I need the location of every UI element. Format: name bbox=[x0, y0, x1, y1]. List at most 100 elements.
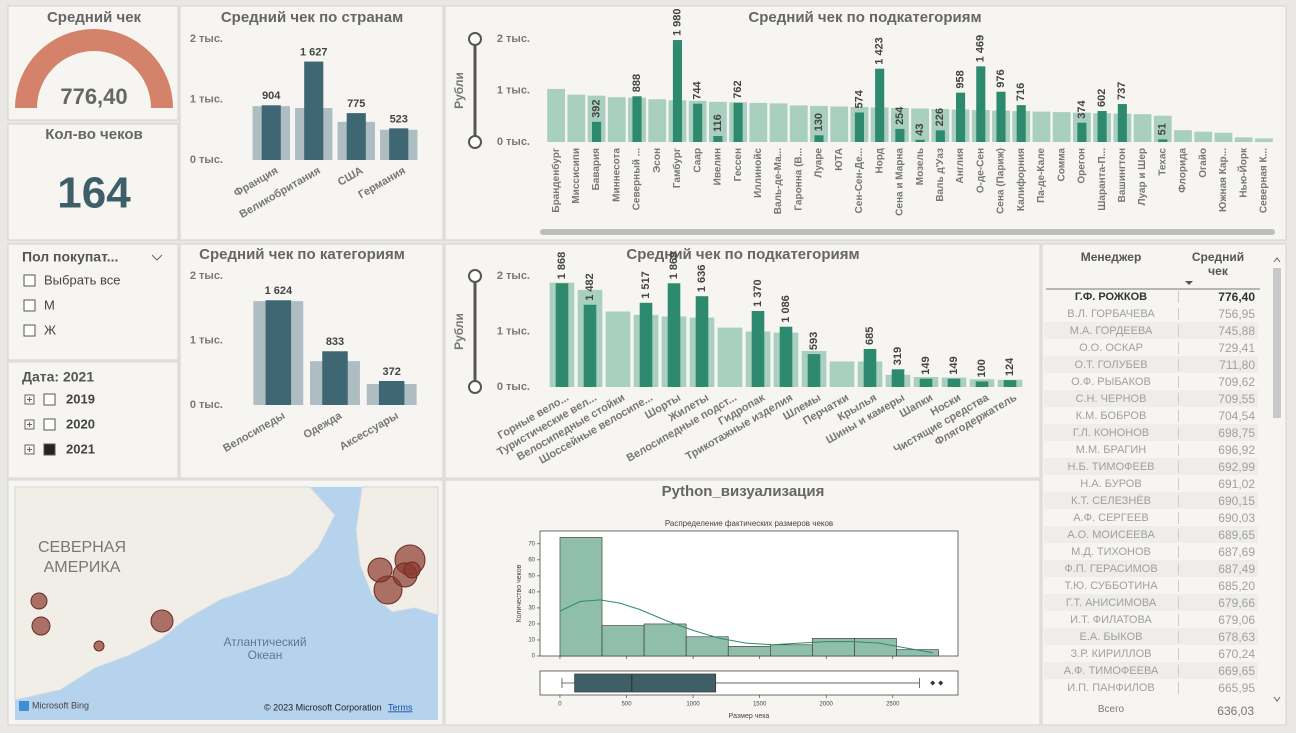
scrollbar[interactable] bbox=[1273, 268, 1281, 418]
bar[interactable] bbox=[769, 103, 788, 142]
bar[interactable] bbox=[1153, 115, 1172, 142]
bar[interactable] bbox=[1052, 112, 1071, 142]
sort-arrow[interactable] bbox=[1185, 281, 1193, 285]
bar[interactable] bbox=[1003, 380, 1017, 387]
bar[interactable] bbox=[567, 94, 586, 142]
bar[interactable] bbox=[639, 302, 653, 387]
bar[interactable] bbox=[789, 105, 808, 142]
table-row[interactable]: З.Р. КИРИЛЛОВ 670,24 bbox=[1044, 645, 1258, 662]
bar[interactable] bbox=[592, 121, 602, 142]
checkbox[interactable] bbox=[23, 274, 36, 287]
bar[interactable] bbox=[378, 381, 405, 405]
bar[interactable] bbox=[863, 348, 877, 387]
expand-icon[interactable] bbox=[24, 394, 35, 405]
bar[interactable] bbox=[1133, 114, 1152, 142]
slider-handle[interactable] bbox=[468, 135, 482, 149]
bar[interactable] bbox=[648, 99, 667, 142]
bar[interactable] bbox=[304, 61, 324, 161]
bar[interactable] bbox=[1097, 110, 1107, 142]
table-row[interactable]: М.М. БРАГИН 696,92 bbox=[1044, 441, 1258, 458]
checkbox[interactable] bbox=[43, 443, 56, 456]
bar[interactable] bbox=[911, 108, 930, 142]
expand-icon[interactable] bbox=[24, 444, 35, 455]
bar[interactable] bbox=[717, 327, 743, 387]
table-row[interactable]: Г.Т. АНИСИМОВА 679,66 bbox=[1044, 594, 1258, 611]
slider-handle[interactable] bbox=[468, 380, 482, 394]
table-row[interactable]: О.Ф. РЫБАКОВ 709,62 bbox=[1044, 373, 1258, 390]
slider-handle[interactable] bbox=[468, 32, 482, 46]
checkbox[interactable] bbox=[43, 393, 56, 406]
bar[interactable] bbox=[976, 66, 986, 142]
table-row[interactable]: Е.А. БЫКОВ 678,63 bbox=[1044, 628, 1258, 645]
expand-icon[interactable] bbox=[24, 419, 35, 430]
bar[interactable] bbox=[829, 361, 855, 387]
bar[interactable] bbox=[875, 68, 885, 142]
table-row[interactable]: С.Н. ЧЕРНОВ 709,55 bbox=[1044, 390, 1258, 407]
bar[interactable] bbox=[810, 105, 828, 142]
table-row[interactable]: Г.Л. КОНОНОВ 698,75 bbox=[1044, 424, 1258, 441]
bar[interactable] bbox=[667, 283, 681, 387]
bar[interactable] bbox=[956, 92, 966, 142]
bar[interactable] bbox=[547, 88, 566, 142]
table-row[interactable]: И.Т. ФИЛАТОВА 679,06 bbox=[1044, 611, 1258, 628]
bar[interactable] bbox=[1158, 139, 1168, 142]
scrollbar[interactable] bbox=[540, 229, 1275, 235]
table-row[interactable]: Н.А. БУРОВ 691,02 bbox=[1044, 475, 1258, 492]
table-row[interactable]: Ф.П. ГЕРАСИМОВ 687,49 bbox=[1044, 560, 1258, 577]
table-row[interactable]: И.П. ПАНФИЛОВ 665,95 bbox=[1044, 679, 1258, 696]
bar[interactable] bbox=[713, 136, 723, 142]
bar[interactable] bbox=[1174, 130, 1192, 142]
bar[interactable] bbox=[693, 103, 703, 142]
column-header[interactable]: Средний чек bbox=[1191, 250, 1245, 278]
bar[interactable] bbox=[322, 351, 348, 405]
bar[interactable] bbox=[947, 378, 961, 387]
bar[interactable] bbox=[1117, 104, 1127, 142]
bar[interactable] bbox=[733, 102, 743, 142]
table-row[interactable]: К.Т. СЕЛЕЗНЁВ 690,15 bbox=[1044, 492, 1258, 509]
bar[interactable] bbox=[605, 311, 631, 387]
bar[interactable] bbox=[583, 304, 597, 387]
bar[interactable] bbox=[1032, 111, 1051, 142]
checkbox[interactable] bbox=[23, 299, 36, 312]
table-row[interactable]: Г.Ф. РОЖКОВ 776,40 bbox=[1044, 288, 1258, 305]
bar[interactable] bbox=[996, 91, 1006, 142]
bar[interactable] bbox=[814, 135, 824, 142]
bar[interactable] bbox=[261, 105, 281, 160]
bar[interactable] bbox=[854, 112, 864, 142]
bar[interactable] bbox=[389, 128, 409, 160]
bar[interactable] bbox=[1194, 131, 1213, 142]
bar[interactable] bbox=[891, 369, 905, 387]
column-header[interactable]: Менеджер bbox=[1080, 250, 1142, 264]
table-row[interactable]: А.Ф. СЕРГЕЕВ 690,03 bbox=[1044, 509, 1258, 526]
bar[interactable] bbox=[1077, 122, 1087, 142]
map-terms[interactable]: Terms bbox=[388, 702, 413, 712]
bar[interactable] bbox=[751, 310, 765, 387]
table-row[interactable]: М.Д. ТИХОНОВ 687,69 bbox=[1044, 543, 1258, 560]
checkbox[interactable] bbox=[43, 418, 56, 431]
bar[interactable] bbox=[672, 40, 682, 142]
bar[interactable] bbox=[895, 128, 905, 142]
table-row[interactable]: О.О. ОСКАР 729,41 bbox=[1044, 339, 1258, 356]
table-row[interactable]: М.А. ГОРДЕЕВА 745,88 bbox=[1044, 322, 1258, 339]
bar[interactable] bbox=[632, 96, 642, 142]
bar[interactable] bbox=[915, 139, 925, 142]
bar[interactable] bbox=[695, 296, 709, 387]
bar[interactable] bbox=[1234, 137, 1253, 142]
checkbox[interactable] bbox=[23, 324, 36, 337]
table-row[interactable]: А.Ф. ТИМОФЕЕВА 669,65 bbox=[1044, 662, 1258, 679]
bar[interactable] bbox=[779, 326, 793, 387]
bar[interactable] bbox=[607, 97, 626, 142]
table-row[interactable]: В.Л. ГОРБАЧЕВА 756,95 bbox=[1044, 305, 1258, 322]
bar[interactable] bbox=[1214, 132, 1233, 142]
scroll-down[interactable] bbox=[1273, 696, 1281, 702]
bar[interactable] bbox=[265, 300, 292, 405]
table-row[interactable]: Т.Ю. СУББОТИНА 685,20 bbox=[1044, 577, 1258, 594]
bar[interactable] bbox=[975, 381, 989, 387]
table-row[interactable]: О.Т. ГОЛУБЕВ 711,80 bbox=[1044, 356, 1258, 373]
bar[interactable] bbox=[1254, 138, 1273, 142]
bar[interactable] bbox=[830, 106, 849, 142]
scroll-up[interactable] bbox=[1273, 257, 1281, 263]
bar[interactable] bbox=[807, 354, 821, 387]
bar[interactable] bbox=[919, 378, 933, 387]
bar[interactable] bbox=[1016, 105, 1026, 142]
